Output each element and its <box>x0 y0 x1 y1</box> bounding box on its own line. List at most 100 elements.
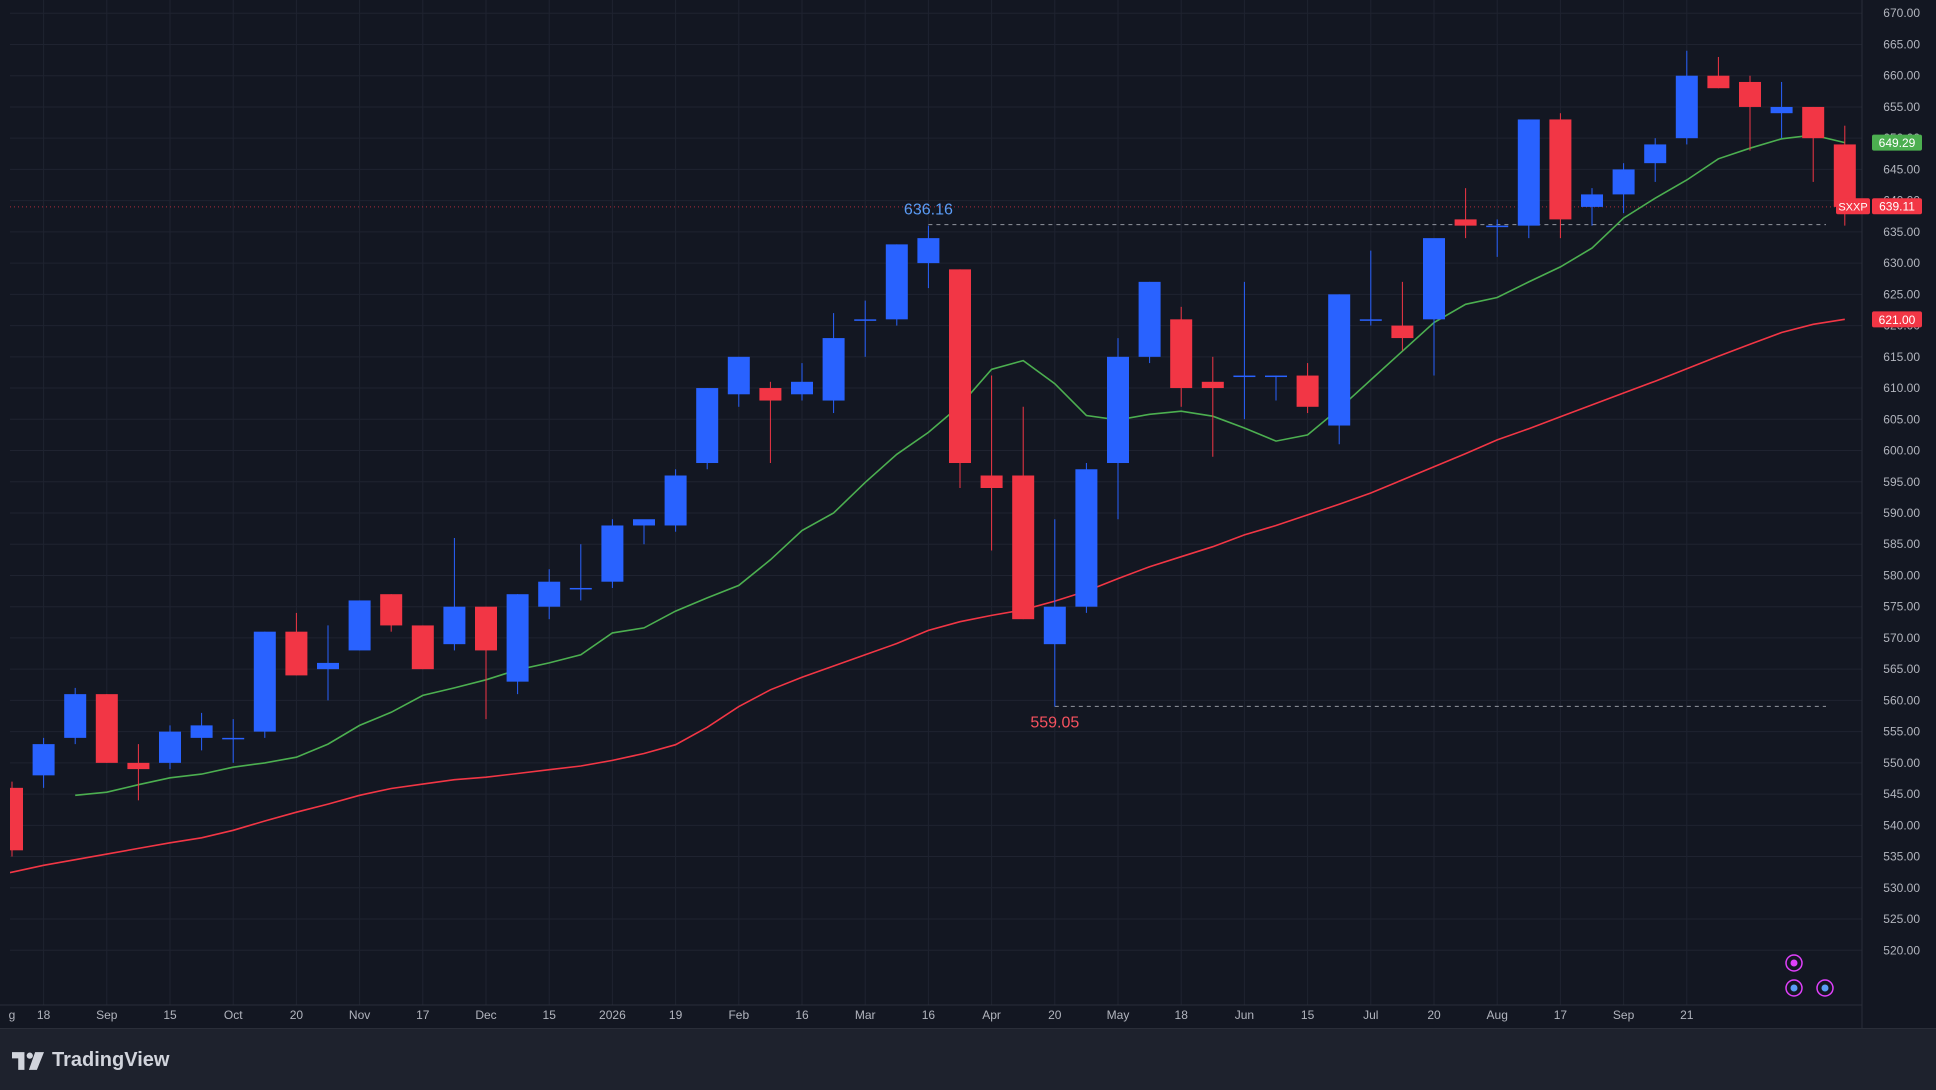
x-tick-label: 16 <box>922 1008 936 1022</box>
candle <box>1454 188 1477 239</box>
y-tick-label: 530.00 <box>1883 881 1920 895</box>
candle <box>64 687 87 745</box>
candle-body <box>1770 106 1793 114</box>
candle <box>1265 375 1287 401</box>
candle <box>1517 119 1540 239</box>
x-edge-label: g <box>9 1008 16 1022</box>
candle-body <box>980 475 1003 488</box>
candle <box>506 594 529 695</box>
y-tick-label: 590.00 <box>1883 506 1920 520</box>
candle-body <box>1423 238 1445 320</box>
y-tick-label: 565.00 <box>1883 662 1920 676</box>
candle <box>411 625 434 670</box>
candle <box>1549 113 1572 239</box>
y-tick-label: 630.00 <box>1883 256 1920 270</box>
candle <box>696 388 719 470</box>
candle-body <box>917 238 940 264</box>
candle-body <box>285 631 308 676</box>
candle <box>917 225 940 289</box>
x-tick-label: 20 <box>290 1008 304 1022</box>
price-tag-bg <box>1872 311 1922 328</box>
candle-body <box>1517 119 1540 226</box>
candle <box>1170 306 1193 407</box>
y-tick-label: 610.00 <box>1883 381 1920 395</box>
candle-body <box>10 787 23 851</box>
x-tick-label: 18 <box>37 1008 51 1022</box>
price-tag-value: 621.00 <box>1879 313 1916 327</box>
y-tick-label: 560.00 <box>1883 693 1920 707</box>
candle <box>32 737 55 788</box>
candle <box>727 356 750 407</box>
candle-body <box>1391 325 1414 339</box>
candle-body <box>317 662 339 670</box>
candle-body <box>664 475 687 526</box>
x-tick-label: Feb <box>728 1008 749 1022</box>
candle <box>822 313 845 414</box>
price-chart[interactable]: 670.00665.00660.00655.00650.00645.00640.… <box>0 0 1936 1028</box>
candle <box>569 544 592 601</box>
x-tick-label: 15 <box>163 1008 177 1022</box>
candle <box>664 469 687 532</box>
y-tick-label: 615.00 <box>1883 350 1920 364</box>
candle-body <box>822 338 845 401</box>
candle <box>1043 519 1066 707</box>
candle <box>253 631 276 738</box>
candle-body <box>1296 375 1319 407</box>
candle <box>1391 281 1414 351</box>
candle <box>190 712 213 751</box>
y-tick-label: 550.00 <box>1883 756 1920 770</box>
candle <box>538 569 561 620</box>
plot-area <box>10 50 1862 874</box>
candle <box>601 519 624 588</box>
candle <box>1581 188 1603 226</box>
candle-body <box>1612 169 1635 195</box>
candle-body <box>1359 319 1382 321</box>
candle-body <box>95 694 118 763</box>
y-tick-label: 575.00 <box>1883 600 1920 614</box>
x-tick-label: 15 <box>543 1008 557 1022</box>
candle-body <box>601 525 624 582</box>
candle-body <box>1833 144 1856 207</box>
low-price-label: 559.05 <box>1030 714 1079 731</box>
x-tick-label: 17 <box>416 1008 430 1022</box>
price-tag-value: 649.29 <box>1879 136 1916 150</box>
x-tick-label: 21 <box>1680 1008 1694 1022</box>
dividend-event-icon-dot <box>1790 984 1798 992</box>
ma-slow-line <box>10 318 1845 874</box>
high-price-label: 636.16 <box>904 202 953 219</box>
candle-body <box>32 744 55 776</box>
candle-body <box>633 519 655 526</box>
x-tick-label: Dec <box>475 1008 496 1022</box>
candle-body <box>854 319 877 321</box>
footer-bar: TradingView <box>0 1028 1936 1090</box>
candle-body <box>1675 75 1698 139</box>
x-tick-label: 16 <box>795 1008 809 1022</box>
candle <box>222 719 245 763</box>
candle <box>1486 219 1509 257</box>
tradingview-logo[interactable]: TradingView <box>12 1049 169 1072</box>
x-tick-label: Sep <box>96 1008 118 1022</box>
candle <box>1707 56 1730 89</box>
y-tick-label: 605.00 <box>1883 412 1920 426</box>
candle <box>1201 356 1224 457</box>
y-tick-label: 645.00 <box>1883 162 1920 176</box>
candle <box>1739 75 1761 151</box>
candle-body <box>506 594 529 682</box>
candle <box>1328 294 1351 445</box>
candle-body <box>222 737 245 740</box>
x-tick-label: Aug <box>1487 1008 1508 1022</box>
candle-body <box>411 625 434 670</box>
candle-body <box>569 587 592 590</box>
tradingview-logo-icon <box>12 1051 44 1070</box>
candle-body <box>949 269 971 464</box>
y-tick-label: 520.00 <box>1883 943 1920 957</box>
candle <box>159 725 181 770</box>
x-tick-label: 17 <box>1554 1008 1568 1022</box>
y-tick-label: 670.00 <box>1883 6 1920 20</box>
symbol-tag-bg <box>1836 198 1870 215</box>
candle <box>1675 50 1698 145</box>
candle-body <box>348 600 371 651</box>
candle-body <box>1170 319 1193 389</box>
candle-body <box>190 725 213 738</box>
y-tick-label: 625.00 <box>1883 287 1920 301</box>
